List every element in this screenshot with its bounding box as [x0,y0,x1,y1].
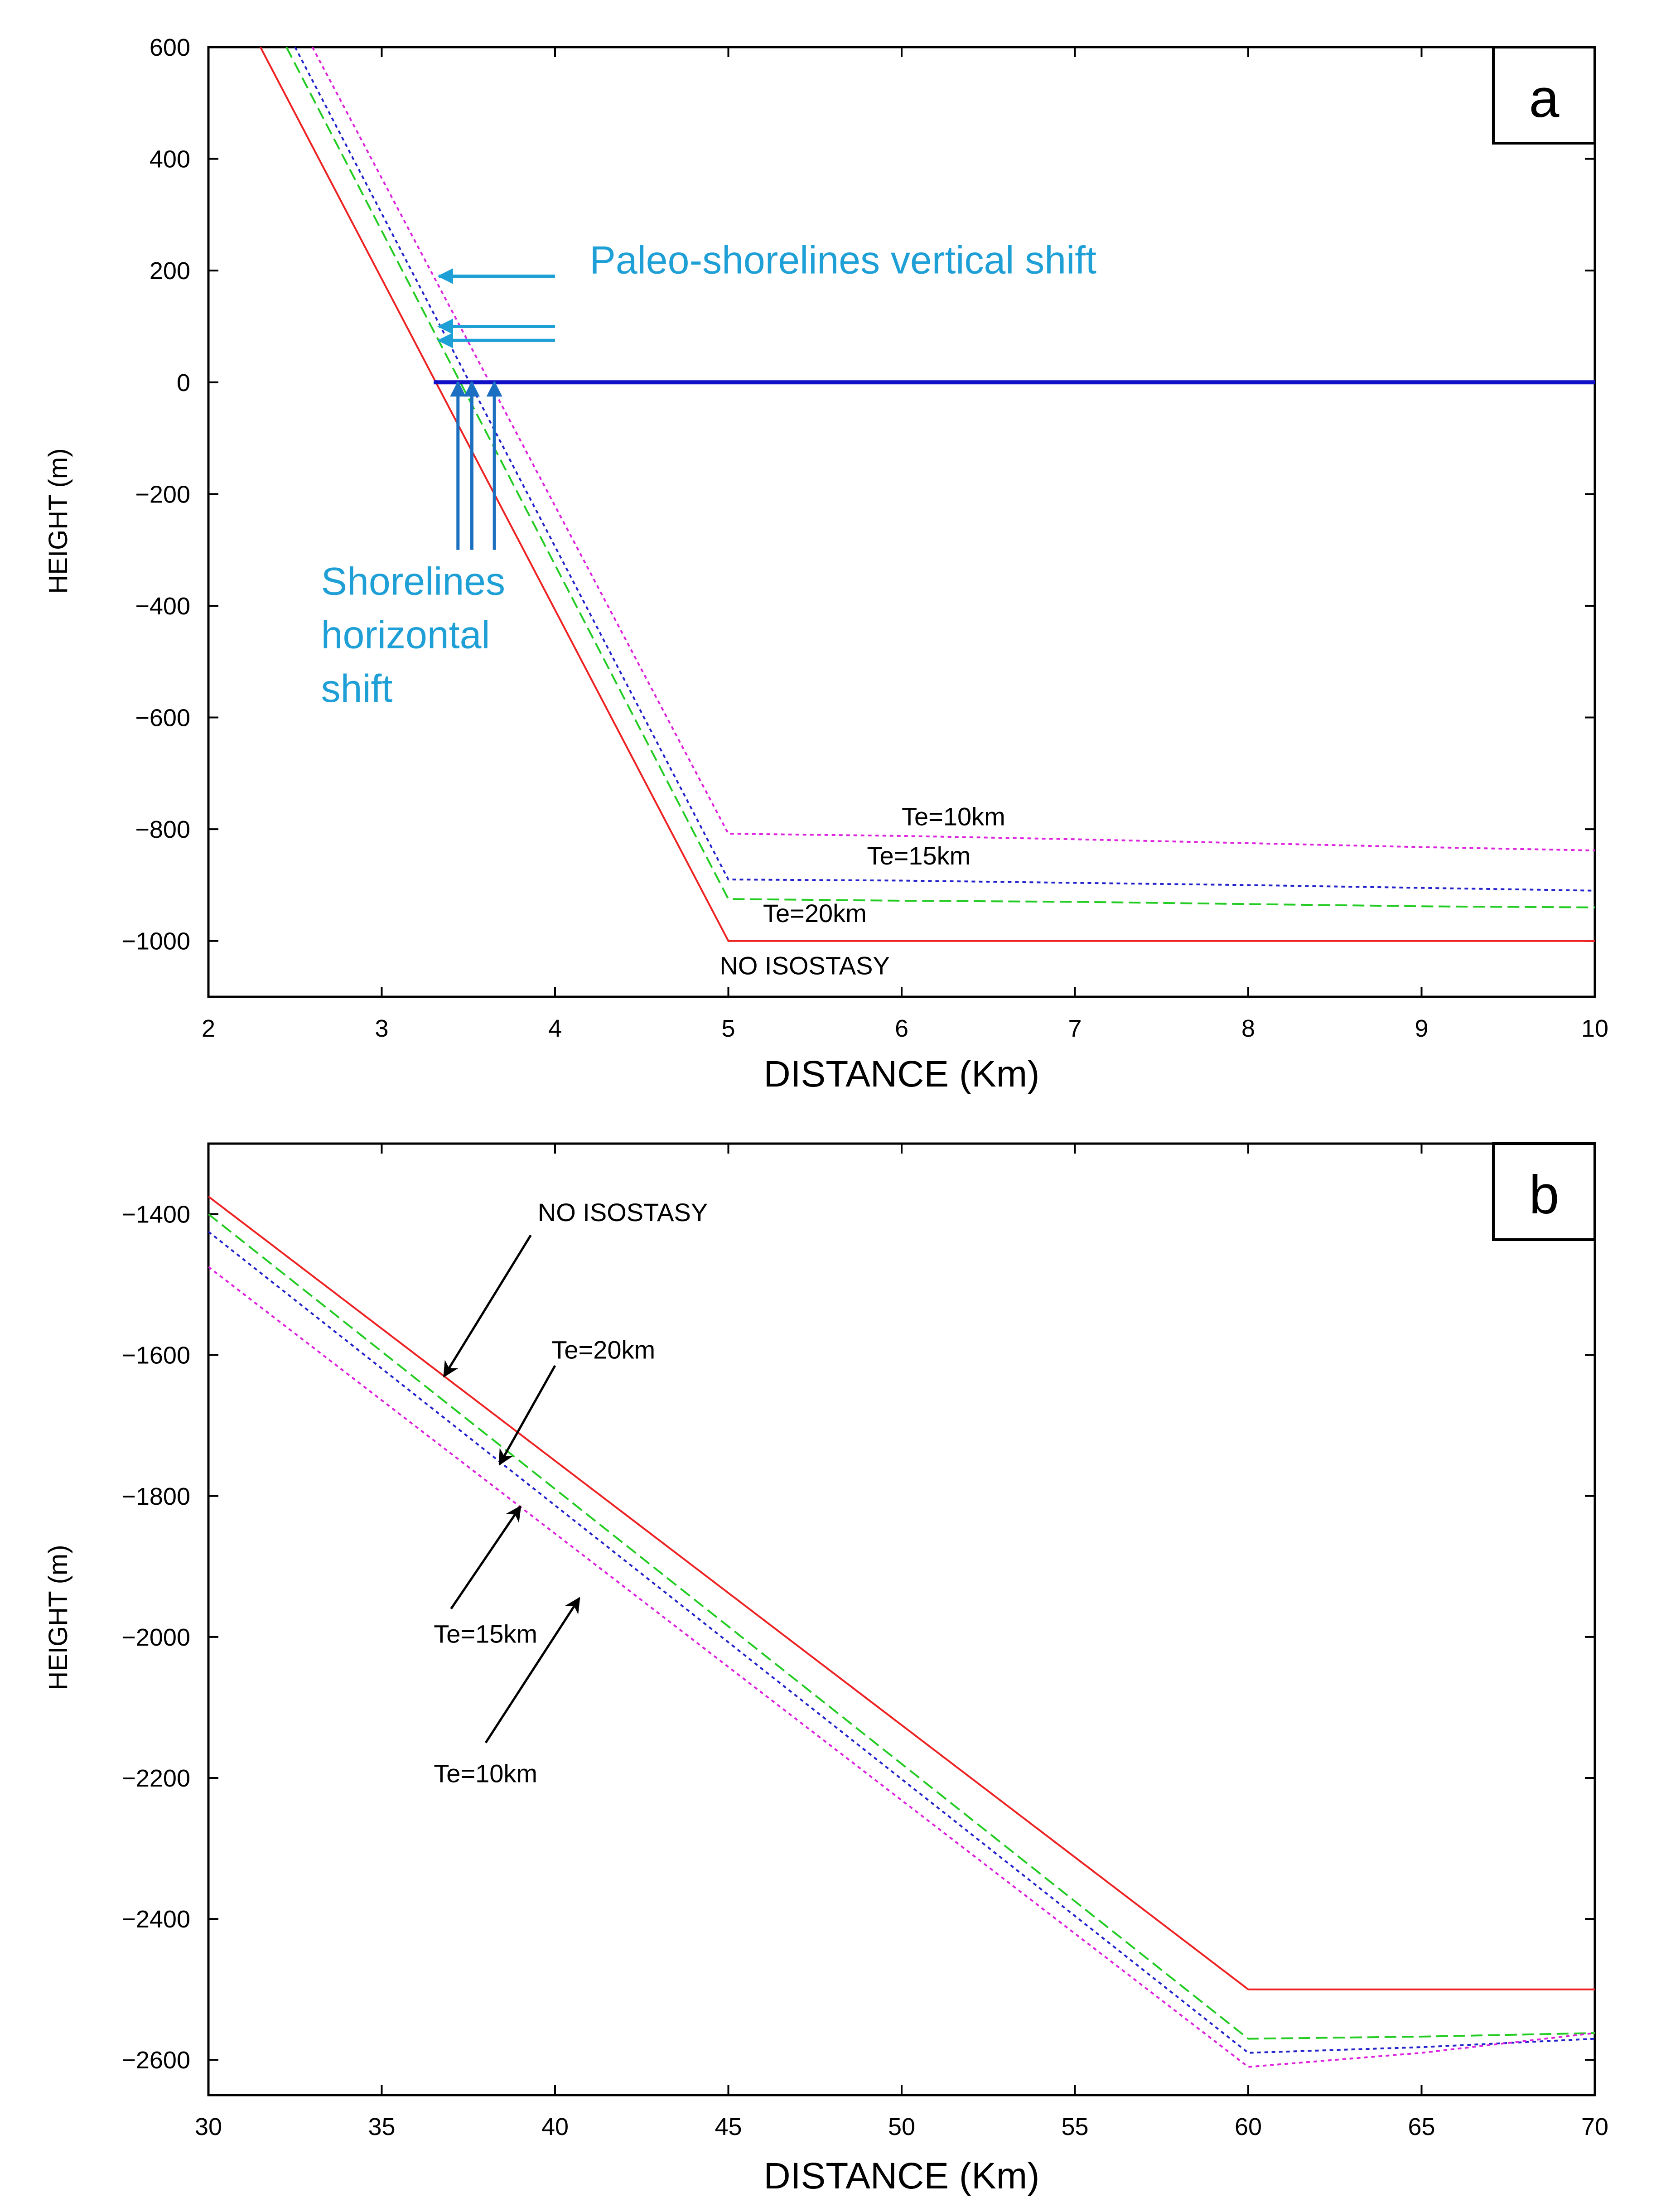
label-arrows-b [443,1234,580,1744]
x-tick-label: 45 [715,2113,742,2140]
y-tick-label: 200 [150,257,190,285]
x-tick-label: 5 [721,1015,735,1042]
y-tick-label: −1800 [121,1483,190,1510]
x-tick-label: 55 [1061,2113,1088,2140]
y-tick-label: 0 [177,369,190,396]
x-axis-label-a: DISTANCE (Km) [764,1053,1040,1095]
curve-label: NO ISOSTASY [538,1198,708,1227]
curve-labels-b: NO ISOSTASY Te=20km Te=15km Te=10km [434,1198,708,1787]
series-group-b [208,1196,1595,2068]
y-axis-label-a: HEIGHT (m) [43,448,73,594]
series-line-te-20km [208,1213,1595,2040]
label-arrow [498,1365,556,1466]
axis-ticks-b: 30 35 40 45 50 55 60 65 70 −1400 −1600 −1800 −2000 −2… [121,1144,1608,2140]
x-tick-label: 30 [195,2113,222,2140]
label-arrow [484,1597,580,1744]
curve-label: NO ISOSTASY [719,951,889,980]
panel-letter-b: b [1529,1164,1560,1225]
panel-label-box-a: a [1492,46,1596,145]
axis-ticks-a: 2 3 4 5 6 7 8 9 10 600 400 200 0 −200 −400 −600 −800 −100… [121,34,1608,1042]
series-line-te-15km [294,47,1595,892]
y-tick-label: −200 [135,481,190,508]
panel-letter-a: a [1529,68,1560,129]
series-line-te-20km [285,47,1595,908]
x-tick-label: 8 [1241,1015,1255,1042]
annotation-text: Shorelines [321,560,505,603]
curve-label: Te=15km [867,841,971,870]
panel-label-box-b: b [1492,1142,1596,1241]
panel-a: 2 3 4 5 6 7 8 9 10 600 400 200 0 −200 −400 −600 −800 −100… [43,34,1608,1095]
curve-label: Te=10km [902,802,1005,831]
series-line-te-15km [208,1231,1595,2054]
label-arrow [443,1234,532,1378]
annotation-text: Paleo-shorelines vertical shift [590,238,1097,282]
x-tick-label: 9 [1415,1015,1428,1042]
curve-label: Te=10km [434,1759,537,1787]
x-tick-label: 40 [541,2113,569,2140]
x-tick-label: 10 [1581,1015,1608,1042]
series-group-a [259,47,1595,942]
series-line-te-10km [208,1266,1595,2068]
y-tick-label: −2000 [121,1624,190,1651]
y-tick-label: −600 [135,705,190,732]
y-tick-label: −1600 [121,1342,190,1369]
series-line-te-10km [311,47,1595,851]
annotation-text: shift [321,667,393,710]
shift-arrows-a [437,268,555,550]
curve-labels-a: Te=10km Te=15km Te=20km NO ISOSTASY Paleo-sh… [321,238,1096,980]
y-tick-label: −400 [135,593,190,620]
curve-label: Te=20km [763,899,867,927]
x-tick-label: 65 [1408,2113,1435,2140]
annotation-text: horizontal [321,613,490,657]
y-tick-label: −1000 [121,928,190,955]
x-tick-label: 4 [548,1015,562,1042]
x-tick-label: 60 [1235,2113,1262,2140]
y-tick-label: 600 [150,34,190,61]
x-tick-label: 6 [895,1015,908,1042]
y-tick-label: −800 [135,816,190,843]
y-tick-label: −1400 [121,1201,190,1228]
y-tick-label: −2600 [121,2047,190,2074]
x-tick-label: 50 [888,2113,915,2140]
curve-label: Te=20km [551,1335,655,1364]
panel-b: 30 35 40 45 50 55 60 65 70 −1400 −1600 −1800 −2000 −2… [43,1142,1608,2197]
plot-frame-b [207,1142,1596,2096]
curve-label: Te=15km [434,1619,537,1648]
x-axis-label-b: DISTANCE (Km) [764,2155,1040,2197]
x-tick-label: 2 [202,1015,215,1042]
series-line-no-isostasy [208,1196,1595,1990]
series-line-no-isostasy [259,47,1595,942]
x-tick-label: 3 [375,1015,388,1042]
x-tick-label: 35 [368,2113,395,2140]
x-tick-label: 7 [1068,1015,1082,1042]
y-tick-label: 400 [150,146,190,173]
y-tick-label: −2400 [121,1906,190,1933]
y-tick-label: −2200 [121,1765,190,1792]
y-axis-label-b: HEIGHT (m) [43,1545,73,1690]
x-tick-label: 70 [1581,2113,1608,2140]
label-arrow [450,1505,521,1610]
